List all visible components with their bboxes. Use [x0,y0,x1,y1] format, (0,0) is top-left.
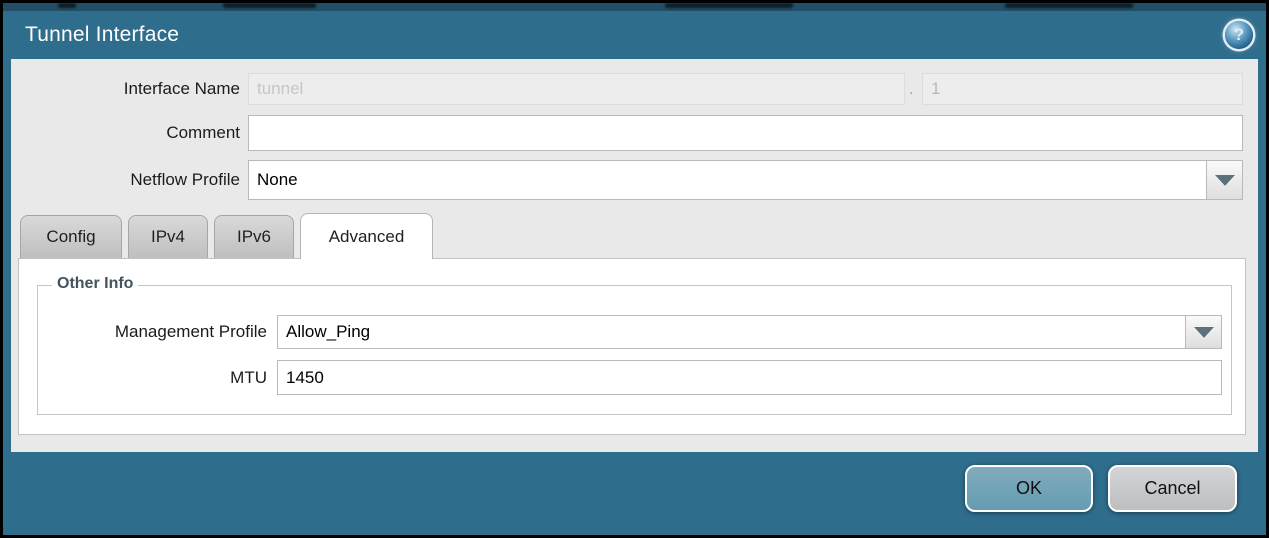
background-artifact [1005,3,1133,8]
chevron-down-icon [1214,174,1235,186]
comment-input[interactable] [248,115,1243,151]
tab-bar: Config IPv4 IPv6 Advanced [20,213,439,259]
interface-name-label: Interface Name [123,79,240,98]
tab-advanced[interactable]: Advanced [300,213,433,259]
interface-name-input [248,73,905,105]
management-profile-dropdown-button[interactable] [1185,315,1222,349]
netflow-profile-value[interactable] [248,160,1206,200]
background-artifact [665,3,793,8]
tab-ipv4[interactable]: IPv4 [128,215,208,258]
comment-label: Comment [166,123,240,142]
netflow-profile-label: Netflow Profile [130,170,240,189]
other-info-legend: Other Info [52,275,139,293]
background-artifact [223,3,316,8]
chevron-down-icon [1193,326,1214,338]
netflow-profile-dropdown[interactable] [248,160,1243,200]
help-icon[interactable]: ? [1225,21,1253,49]
netflow-profile-dropdown-button[interactable] [1206,160,1243,200]
subinterface-number-input[interactable] [922,73,1243,105]
dialog-title: Tunnel Interface [25,23,180,46]
mtu-label: MTU [230,368,267,387]
tab-ipv6[interactable]: IPv6 [214,215,294,258]
dialog-footer: OK Cancel [3,452,1266,535]
tab-config[interactable]: Config [20,215,122,258]
dialog-body: Interface Name . Comment Netflow Profile… [11,59,1258,452]
subinterface-separator: . [909,81,914,98]
other-info-group: Other Info [37,275,1232,415]
management-profile-dropdown[interactable] [277,315,1222,349]
occluded-background-strip [3,3,1266,11]
management-profile-label: Management Profile [114,322,267,341]
management-profile-value[interactable] [277,315,1185,349]
cancel-button[interactable]: Cancel [1108,465,1237,512]
ok-button[interactable]: OK [965,465,1093,512]
background-artifact [58,3,76,8]
dialog-titlebar: Tunnel Interface ? [3,11,1266,59]
mtu-input[interactable] [277,360,1222,395]
